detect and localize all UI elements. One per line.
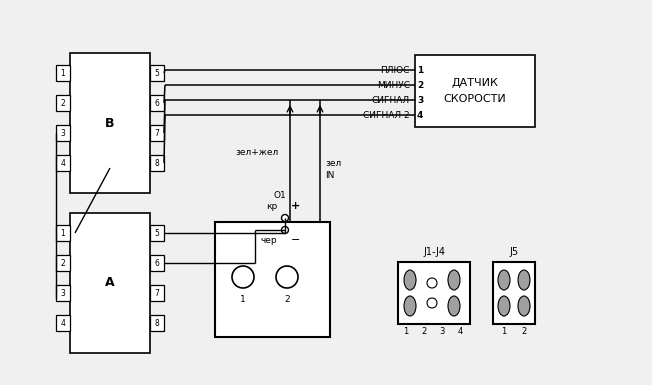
Ellipse shape bbox=[518, 296, 530, 316]
Text: 3: 3 bbox=[61, 129, 65, 137]
Text: 1: 1 bbox=[240, 295, 246, 303]
Text: A: A bbox=[105, 276, 115, 290]
Text: 3: 3 bbox=[61, 288, 65, 298]
Text: зел+жел: зел+жел bbox=[235, 147, 278, 156]
Text: 7: 7 bbox=[155, 129, 160, 137]
Circle shape bbox=[232, 266, 254, 288]
Text: 2: 2 bbox=[421, 328, 426, 336]
Bar bbox=[70, 213, 150, 353]
Circle shape bbox=[427, 278, 437, 288]
Bar bbox=[493, 262, 535, 324]
Bar bbox=[70, 53, 150, 193]
Text: B: B bbox=[105, 117, 115, 129]
Text: 2: 2 bbox=[522, 328, 527, 336]
Text: ПЛЮС: ПЛЮС bbox=[381, 65, 410, 75]
Circle shape bbox=[282, 214, 288, 221]
Text: 2: 2 bbox=[61, 258, 65, 268]
Text: 6: 6 bbox=[155, 258, 160, 268]
Text: +: + bbox=[291, 201, 301, 211]
Text: 2: 2 bbox=[417, 80, 423, 89]
Text: ДАТЧИК: ДАТЧИК bbox=[452, 78, 498, 88]
Ellipse shape bbox=[518, 270, 530, 290]
Ellipse shape bbox=[448, 296, 460, 316]
Text: 1: 1 bbox=[417, 65, 423, 75]
Bar bbox=[150, 65, 164, 81]
Bar bbox=[56, 225, 70, 241]
Text: 1: 1 bbox=[61, 69, 65, 77]
Bar bbox=[150, 285, 164, 301]
Bar bbox=[56, 95, 70, 111]
Text: 7: 7 bbox=[155, 288, 160, 298]
Text: −: − bbox=[291, 235, 301, 245]
Text: J1-J4: J1-J4 bbox=[423, 247, 445, 257]
Bar bbox=[56, 255, 70, 271]
Text: 1: 1 bbox=[404, 328, 409, 336]
Text: 5: 5 bbox=[155, 69, 160, 77]
Text: СКОРОСТИ: СКОРОСТИ bbox=[443, 94, 507, 104]
Bar bbox=[150, 125, 164, 141]
Text: 6: 6 bbox=[155, 99, 160, 107]
Text: кр: кр bbox=[266, 201, 277, 211]
Ellipse shape bbox=[498, 296, 510, 316]
Bar bbox=[150, 255, 164, 271]
Text: 4: 4 bbox=[61, 318, 65, 328]
Text: O1: O1 bbox=[274, 191, 286, 199]
Text: J5: J5 bbox=[509, 247, 518, 257]
Text: 2: 2 bbox=[61, 99, 65, 107]
Text: 8: 8 bbox=[155, 318, 159, 328]
Text: 5: 5 bbox=[155, 229, 160, 238]
Bar bbox=[56, 155, 70, 171]
Bar bbox=[150, 315, 164, 331]
Bar bbox=[150, 155, 164, 171]
Text: СИГНАЛ: СИГНАЛ bbox=[372, 95, 410, 104]
Bar bbox=[150, 95, 164, 111]
Bar bbox=[398, 262, 470, 324]
Text: 8: 8 bbox=[155, 159, 159, 167]
Bar bbox=[415, 55, 535, 127]
Text: IN: IN bbox=[325, 171, 334, 179]
Text: 3: 3 bbox=[439, 328, 445, 336]
Ellipse shape bbox=[404, 270, 416, 290]
Ellipse shape bbox=[448, 270, 460, 290]
Text: 4: 4 bbox=[457, 328, 463, 336]
Text: МИНУС: МИНУС bbox=[377, 80, 410, 89]
Bar bbox=[215, 222, 330, 337]
Circle shape bbox=[276, 266, 298, 288]
Bar bbox=[56, 285, 70, 301]
Bar bbox=[150, 225, 164, 241]
Text: чер: чер bbox=[260, 236, 277, 244]
Ellipse shape bbox=[404, 296, 416, 316]
Text: 1: 1 bbox=[501, 328, 507, 336]
Text: 3: 3 bbox=[417, 95, 423, 104]
Ellipse shape bbox=[498, 270, 510, 290]
Text: зел: зел bbox=[325, 159, 341, 167]
Bar bbox=[56, 125, 70, 141]
Text: 1: 1 bbox=[61, 229, 65, 238]
Text: 4: 4 bbox=[417, 110, 423, 119]
Bar bbox=[56, 65, 70, 81]
Text: 2: 2 bbox=[284, 295, 289, 303]
Bar bbox=[56, 315, 70, 331]
Text: СИГНАЛ 2: СИГНАЛ 2 bbox=[363, 110, 410, 119]
Circle shape bbox=[427, 298, 437, 308]
Circle shape bbox=[282, 226, 288, 233]
Text: 4: 4 bbox=[61, 159, 65, 167]
